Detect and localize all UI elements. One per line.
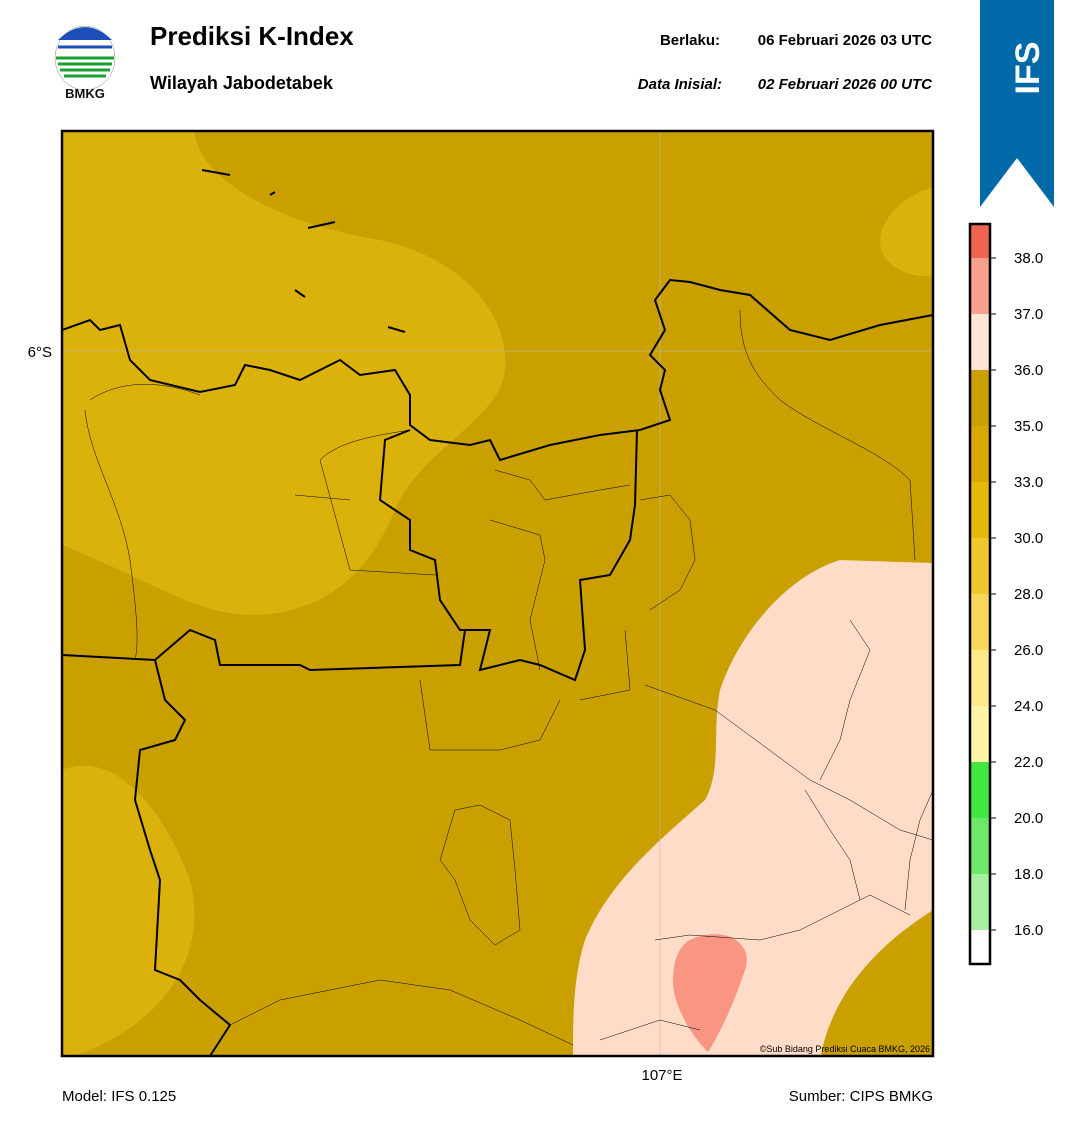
colorbar-segment (970, 370, 990, 426)
logo-text: BMKG (65, 86, 105, 101)
colorbar-tick-label: 22.0 (1014, 754, 1043, 771)
colorbar-tick-label: 18.0 (1014, 866, 1043, 883)
colorbar-segment (970, 258, 990, 314)
colorbar-segment (970, 224, 990, 258)
map: ©Sub Bidang Prediksi Cuaca BMKG, 2026 (62, 131, 933, 1056)
colorbar-tick-label: 28.0 (1014, 586, 1043, 603)
colorbar-tick-label: 30.0 (1014, 530, 1043, 547)
logo: BMKG (54, 25, 116, 101)
model: Model: IFS 0.125 (62, 1088, 176, 1105)
colorbar-tick-label: 35.0 (1014, 418, 1043, 435)
map-frame (60, 129, 935, 1058)
source: Sumber: CIPS BMKG (789, 1088, 933, 1105)
colorbar-tick-label: 38.0 (1014, 250, 1043, 267)
colorbar-tick-label: 37.0 (1014, 306, 1043, 323)
init-time: 02 Februari 2026 00 UTC (758, 76, 933, 93)
colorbar-tick-label: 24.0 (1014, 698, 1043, 715)
badge (980, 0, 1054, 207)
colorbar-segment (970, 650, 990, 706)
colorbar-segment (970, 426, 990, 482)
badge-text: IFS (1009, 42, 1047, 95)
colorbar-segment (970, 314, 990, 370)
colorbar-tick-label: 33.0 (1014, 474, 1043, 491)
valid-label: Berlaku: (660, 32, 720, 49)
colorbar-segment (970, 762, 990, 818)
colorbar-tick-label: 16.0 (1014, 922, 1043, 939)
colorbar-segment (970, 874, 990, 930)
colorbar-tick-label: 20.0 (1014, 810, 1043, 827)
title: Prediksi K-Index (150, 21, 354, 51)
colorbar: 16.0 18.0 20.0 22.0 24.0 26.0 28.0 30.0 33.0 35.0… (968, 222, 1043, 966)
lat-label: 6°S (28, 344, 52, 361)
colorbar-segment (970, 706, 990, 762)
init-label: Data Inisial: (638, 76, 722, 93)
credit: ©Sub Bidang Prediksi Cuaca BMKG, 2026 (760, 1044, 930, 1054)
subtitle: Wilayah Jabodetabek (150, 73, 334, 93)
colorbar-segment (970, 538, 990, 594)
colorbar-segment (970, 594, 990, 650)
valid-time: 06 Februari 2026 03 UTC (758, 32, 932, 49)
lon-label: 107°E (641, 1067, 682, 1084)
colorbar-tick-label: 36.0 (1014, 362, 1043, 379)
colorbar-segment (970, 930, 990, 964)
colorbar-segment (970, 818, 990, 874)
colorbar-segment (970, 482, 990, 538)
colorbar-tick-label: 26.0 (1014, 642, 1043, 659)
